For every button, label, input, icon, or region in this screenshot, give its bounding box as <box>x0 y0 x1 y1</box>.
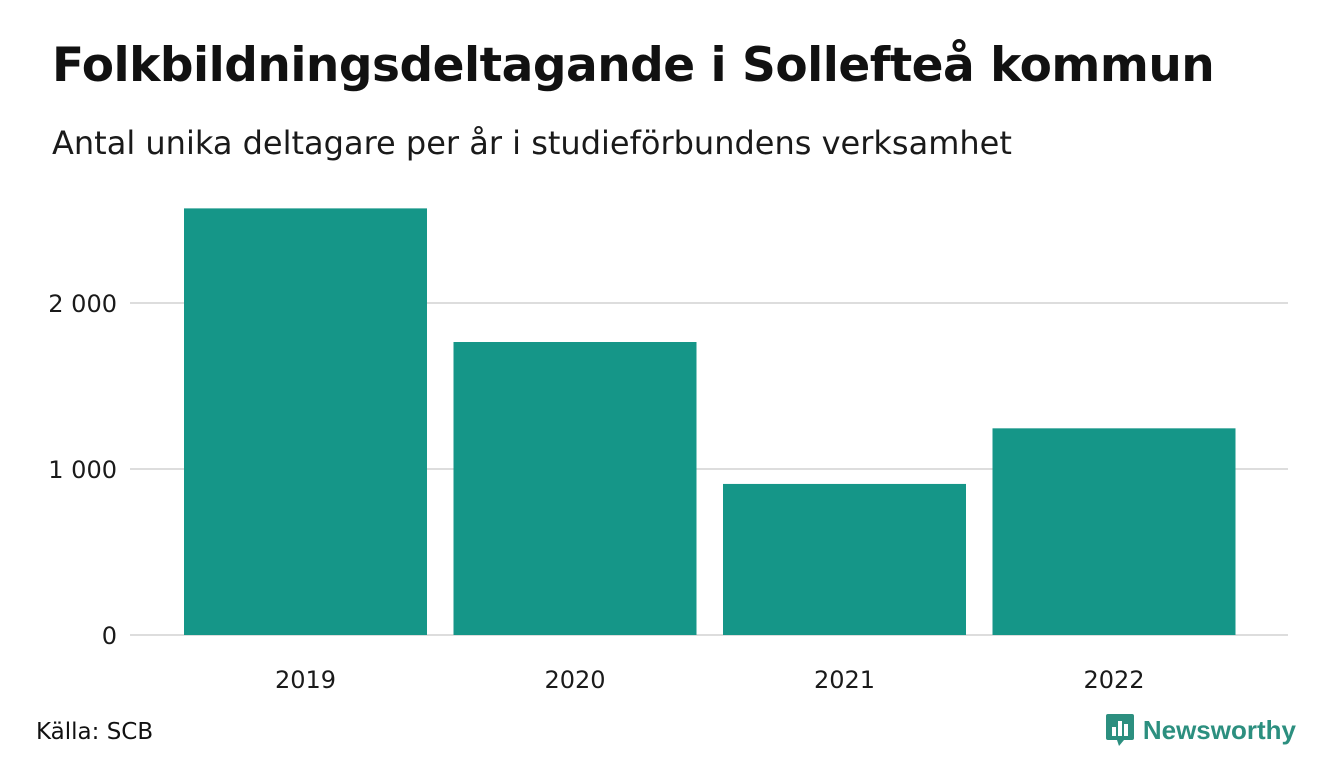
y-tick-label: 2 000 <box>48 290 117 318</box>
x-tick-label: 2021 <box>814 666 875 694</box>
newsworthy-logo-icon <box>1105 714 1134 746</box>
chart-title: Folkbildningsdeltagande i Sollefteå komm… <box>52 38 1215 93</box>
source-note: Källa: SCB <box>36 719 154 745</box>
bars <box>184 208 1236 635</box>
bar-2020 <box>453 342 697 635</box>
y-axis-tick-labels: 0 1 000 2 000 <box>48 290 117 650</box>
y-tick-label: 1 000 <box>48 456 117 484</box>
newsworthy-logo: Newsworthy <box>1105 712 1296 748</box>
chart-subtitle: Antal unika deltagare per år i studieför… <box>52 124 1012 162</box>
y-tick-label: 0 <box>102 622 117 650</box>
x-tick-label: 2019 <box>275 666 336 694</box>
x-tick-label: 2020 <box>544 666 605 694</box>
newsworthy-logo-text: Newsworthy <box>1142 714 1296 745</box>
x-tick-label: 2022 <box>1083 666 1144 694</box>
bar-2019 <box>184 208 427 635</box>
bar-2022 <box>992 428 1236 635</box>
bar-2021 <box>723 483 966 635</box>
x-axis-tick-labels: 2019 2020 2021 2022 <box>275 666 1145 694</box>
